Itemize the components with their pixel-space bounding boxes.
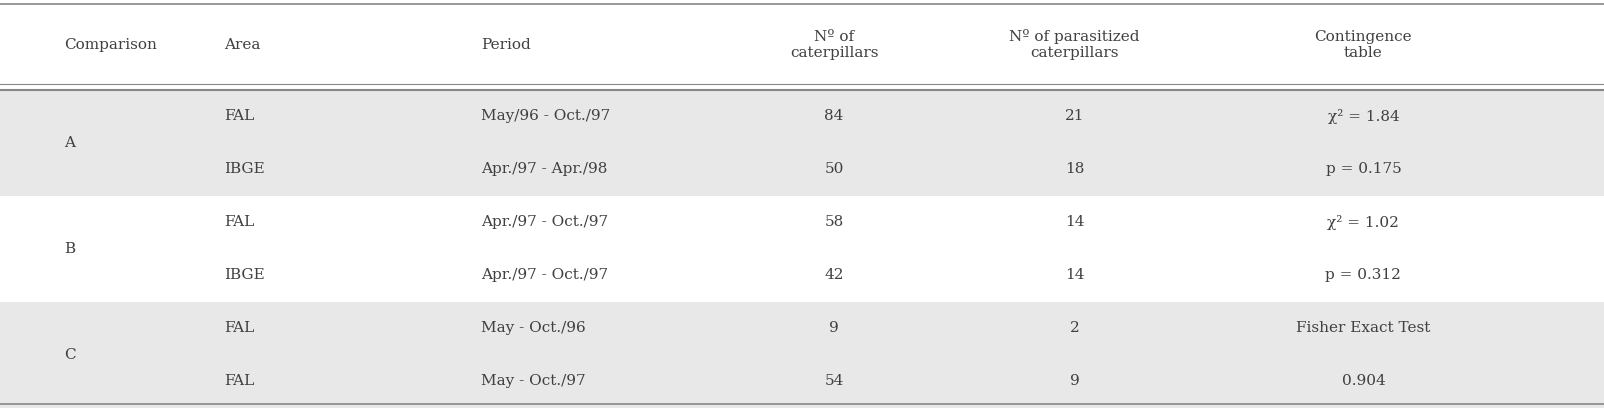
Text: Area: Area [225, 38, 261, 52]
Bar [0, 0, 1604, 90]
Text: May/96 - Oct./97: May/96 - Oct./97 [481, 109, 611, 123]
Text: B: B [64, 242, 75, 256]
Text: 0.904: 0.904 [1341, 375, 1386, 388]
Text: IBGE: IBGE [225, 162, 265, 176]
Text: 84: 84 [824, 109, 844, 123]
Text: IBGE: IBGE [225, 268, 265, 282]
Text: Comparison: Comparison [64, 38, 157, 52]
Bar [0, 302, 1604, 355]
Text: Apr./97 - Oct./97: Apr./97 - Oct./97 [481, 268, 608, 282]
Text: Nº of
caterpillars: Nº of caterpillars [789, 30, 879, 60]
Bar [0, 143, 1604, 196]
Text: 58: 58 [824, 215, 844, 229]
Text: C: C [64, 348, 75, 362]
Text: Nº of parasitized
caterpillars: Nº of parasitized caterpillars [1009, 29, 1140, 60]
Text: 14: 14 [1065, 268, 1084, 282]
Text: FAL: FAL [225, 215, 255, 229]
Text: Fisher Exact Test: Fisher Exact Test [1296, 322, 1431, 335]
Text: FAL: FAL [225, 375, 255, 388]
Text: Period: Period [481, 38, 531, 52]
Text: 54: 54 [824, 375, 844, 388]
Text: χ² = 1.84: χ² = 1.84 [1328, 109, 1399, 124]
Bar [0, 90, 1604, 143]
Text: FAL: FAL [225, 322, 255, 335]
Text: 18: 18 [1065, 162, 1084, 176]
Text: May - Oct./97: May - Oct./97 [481, 375, 585, 388]
Bar [0, 196, 1604, 249]
Bar [0, 249, 1604, 302]
Text: p = 0.175: p = 0.175 [1325, 162, 1402, 176]
Text: 21: 21 [1065, 109, 1084, 123]
Text: 9: 9 [829, 322, 839, 335]
Text: Apr./97 - Apr./98: Apr./97 - Apr./98 [481, 162, 608, 176]
Text: 50: 50 [824, 162, 844, 176]
Text: 9: 9 [1070, 375, 1079, 388]
Text: Apr./97 - Oct./97: Apr./97 - Oct./97 [481, 215, 608, 229]
Text: 2: 2 [1070, 322, 1079, 335]
Text: 14: 14 [1065, 215, 1084, 229]
Text: May - Oct./96: May - Oct./96 [481, 322, 585, 335]
Text: FAL: FAL [225, 109, 255, 123]
Text: 42: 42 [824, 268, 844, 282]
Text: A: A [64, 136, 75, 150]
Bar [0, 355, 1604, 408]
Text: Contingence
table: Contingence table [1315, 30, 1412, 60]
Text: p = 0.312: p = 0.312 [1325, 268, 1402, 282]
Text: χ² = 1.02: χ² = 1.02 [1328, 215, 1399, 230]
